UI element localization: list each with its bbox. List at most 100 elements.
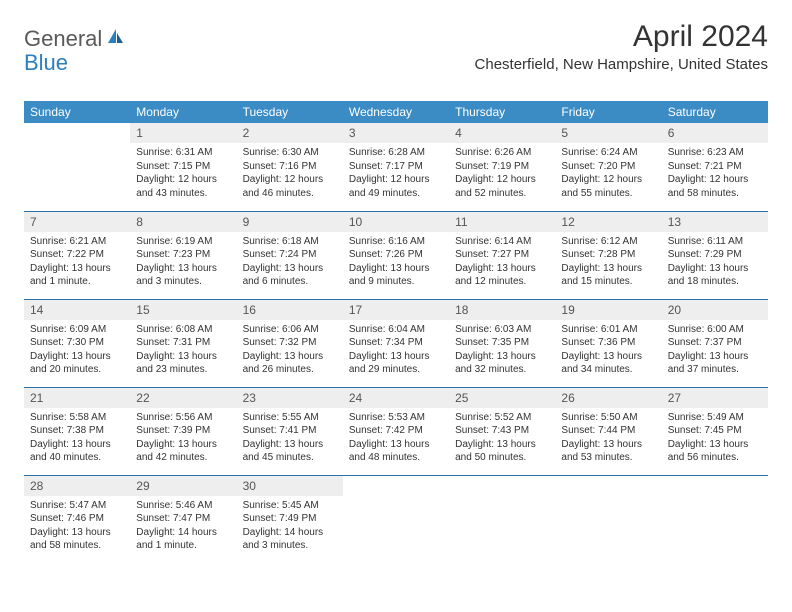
day-number: 2 xyxy=(237,123,343,143)
day-number: 17 xyxy=(343,300,449,320)
calendar-day: 28Sunrise: 5:47 AMSunset: 7:46 PMDayligh… xyxy=(24,475,130,563)
calendar-day: 30Sunrise: 5:45 AMSunset: 7:49 PMDayligh… xyxy=(237,475,343,563)
dow-header: Sunday xyxy=(24,101,130,123)
day-content: Sunrise: 6:23 AMSunset: 7:21 PMDaylight:… xyxy=(662,143,768,206)
day-number: 19 xyxy=(555,300,661,320)
day-number: 12 xyxy=(555,212,661,232)
dow-header: Saturday xyxy=(662,101,768,123)
calendar-day: 12Sunrise: 6:12 AMSunset: 7:28 PMDayligh… xyxy=(555,211,661,299)
day-number: 30 xyxy=(237,476,343,496)
calendar-day: 19Sunrise: 6:01 AMSunset: 7:36 PMDayligh… xyxy=(555,299,661,387)
dow-header: Wednesday xyxy=(343,101,449,123)
day-number: 14 xyxy=(24,300,130,320)
calendar-day-empty xyxy=(343,475,449,563)
day-content: Sunrise: 6:06 AMSunset: 7:32 PMDaylight:… xyxy=(237,320,343,383)
day-number: 27 xyxy=(662,388,768,408)
day-content: Sunrise: 5:55 AMSunset: 7:41 PMDaylight:… xyxy=(237,408,343,471)
calendar-week: 21Sunrise: 5:58 AMSunset: 7:38 PMDayligh… xyxy=(24,387,768,475)
calendar-day-empty xyxy=(24,123,130,211)
day-number: 3 xyxy=(343,123,449,143)
calendar-day: 8Sunrise: 6:19 AMSunset: 7:23 PMDaylight… xyxy=(130,211,236,299)
day-number: 1 xyxy=(130,123,236,143)
day-content: Sunrise: 5:56 AMSunset: 7:39 PMDaylight:… xyxy=(130,408,236,471)
dow-header: Friday xyxy=(555,101,661,123)
day-number: 15 xyxy=(130,300,236,320)
calendar-day: 20Sunrise: 6:00 AMSunset: 7:37 PMDayligh… xyxy=(662,299,768,387)
day-number: 29 xyxy=(130,476,236,496)
day-number: 20 xyxy=(662,300,768,320)
calendar-day-empty xyxy=(449,475,555,563)
day-number: 23 xyxy=(237,388,343,408)
day-content: Sunrise: 5:49 AMSunset: 7:45 PMDaylight:… xyxy=(662,408,768,471)
day-number: 18 xyxy=(449,300,555,320)
calendar-body: 1Sunrise: 6:31 AMSunset: 7:15 PMDaylight… xyxy=(24,123,768,563)
calendar-header-row: SundayMondayTuesdayWednesdayThursdayFrid… xyxy=(24,101,768,123)
day-number: 28 xyxy=(24,476,130,496)
day-number: 22 xyxy=(130,388,236,408)
brand-line2: Blue xyxy=(24,50,68,76)
calendar-page: General April 2024 Chesterfield, New Ham… xyxy=(0,0,792,583)
day-content: Sunrise: 6:00 AMSunset: 7:37 PMDaylight:… xyxy=(662,320,768,383)
calendar-week: 7Sunrise: 6:21 AMSunset: 7:22 PMDaylight… xyxy=(24,211,768,299)
day-content: Sunrise: 6:16 AMSunset: 7:26 PMDaylight:… xyxy=(343,232,449,295)
day-number: 21 xyxy=(24,388,130,408)
calendar-day: 26Sunrise: 5:50 AMSunset: 7:44 PMDayligh… xyxy=(555,387,661,475)
calendar-day: 25Sunrise: 5:52 AMSunset: 7:43 PMDayligh… xyxy=(449,387,555,475)
day-number: 25 xyxy=(449,388,555,408)
brand-logo: General xyxy=(24,26,128,52)
calendar-day: 16Sunrise: 6:06 AMSunset: 7:32 PMDayligh… xyxy=(237,299,343,387)
calendar-day: 21Sunrise: 5:58 AMSunset: 7:38 PMDayligh… xyxy=(24,387,130,475)
day-content: Sunrise: 6:12 AMSunset: 7:28 PMDaylight:… xyxy=(555,232,661,295)
calendar-day: 4Sunrise: 6:26 AMSunset: 7:19 PMDaylight… xyxy=(449,123,555,211)
location-text: Chesterfield, New Hampshire, United Stat… xyxy=(475,56,768,73)
calendar-week: 28Sunrise: 5:47 AMSunset: 7:46 PMDayligh… xyxy=(24,475,768,563)
brand-text-general: General xyxy=(24,26,102,52)
day-content: Sunrise: 5:52 AMSunset: 7:43 PMDaylight:… xyxy=(449,408,555,471)
day-number: 8 xyxy=(130,212,236,232)
calendar-day-empty xyxy=(555,475,661,563)
day-content: Sunrise: 5:47 AMSunset: 7:46 PMDaylight:… xyxy=(24,496,130,559)
day-content: Sunrise: 6:21 AMSunset: 7:22 PMDaylight:… xyxy=(24,232,130,295)
title-block: April 2024 Chesterfield, New Hampshire, … xyxy=(475,20,768,73)
day-number: 26 xyxy=(555,388,661,408)
day-content: Sunrise: 6:18 AMSunset: 7:24 PMDaylight:… xyxy=(237,232,343,295)
day-number: 16 xyxy=(237,300,343,320)
day-content: Sunrise: 6:26 AMSunset: 7:19 PMDaylight:… xyxy=(449,143,555,206)
calendar-day: 29Sunrise: 5:46 AMSunset: 7:47 PMDayligh… xyxy=(130,475,236,563)
calendar-day: 13Sunrise: 6:11 AMSunset: 7:29 PMDayligh… xyxy=(662,211,768,299)
page-header: General April 2024 Chesterfield, New Ham… xyxy=(24,20,768,73)
day-number: 5 xyxy=(555,123,661,143)
day-content: Sunrise: 6:28 AMSunset: 7:17 PMDaylight:… xyxy=(343,143,449,206)
calendar-day: 7Sunrise: 6:21 AMSunset: 7:22 PMDaylight… xyxy=(24,211,130,299)
day-content: Sunrise: 5:58 AMSunset: 7:38 PMDaylight:… xyxy=(24,408,130,471)
day-number: 7 xyxy=(24,212,130,232)
calendar-day: 17Sunrise: 6:04 AMSunset: 7:34 PMDayligh… xyxy=(343,299,449,387)
day-content: Sunrise: 6:04 AMSunset: 7:34 PMDaylight:… xyxy=(343,320,449,383)
day-content: Sunrise: 6:01 AMSunset: 7:36 PMDaylight:… xyxy=(555,320,661,383)
day-content: Sunrise: 5:45 AMSunset: 7:49 PMDaylight:… xyxy=(237,496,343,559)
day-content: Sunrise: 6:08 AMSunset: 7:31 PMDaylight:… xyxy=(130,320,236,383)
sail-icon xyxy=(106,27,126,52)
day-number: 10 xyxy=(343,212,449,232)
calendar-day: 3Sunrise: 6:28 AMSunset: 7:17 PMDaylight… xyxy=(343,123,449,211)
dow-header: Monday xyxy=(130,101,236,123)
day-number: 4 xyxy=(449,123,555,143)
calendar-day: 15Sunrise: 6:08 AMSunset: 7:31 PMDayligh… xyxy=(130,299,236,387)
day-content: Sunrise: 6:30 AMSunset: 7:16 PMDaylight:… xyxy=(237,143,343,206)
calendar-table: SundayMondayTuesdayWednesdayThursdayFrid… xyxy=(24,101,768,563)
day-content: Sunrise: 6:24 AMSunset: 7:20 PMDaylight:… xyxy=(555,143,661,206)
day-number: 13 xyxy=(662,212,768,232)
day-number: 11 xyxy=(449,212,555,232)
calendar-day: 14Sunrise: 6:09 AMSunset: 7:30 PMDayligh… xyxy=(24,299,130,387)
brand-text-blue: Blue xyxy=(24,50,68,76)
day-content: Sunrise: 5:50 AMSunset: 7:44 PMDaylight:… xyxy=(555,408,661,471)
month-title: April 2024 xyxy=(475,20,768,54)
calendar-day-empty xyxy=(662,475,768,563)
calendar-week: 1Sunrise: 6:31 AMSunset: 7:15 PMDaylight… xyxy=(24,123,768,211)
day-content: Sunrise: 6:11 AMSunset: 7:29 PMDaylight:… xyxy=(662,232,768,295)
day-number: 9 xyxy=(237,212,343,232)
day-content: Sunrise: 6:09 AMSunset: 7:30 PMDaylight:… xyxy=(24,320,130,383)
calendar-day: 27Sunrise: 5:49 AMSunset: 7:45 PMDayligh… xyxy=(662,387,768,475)
calendar-week: 14Sunrise: 6:09 AMSunset: 7:30 PMDayligh… xyxy=(24,299,768,387)
day-content: Sunrise: 6:14 AMSunset: 7:27 PMDaylight:… xyxy=(449,232,555,295)
